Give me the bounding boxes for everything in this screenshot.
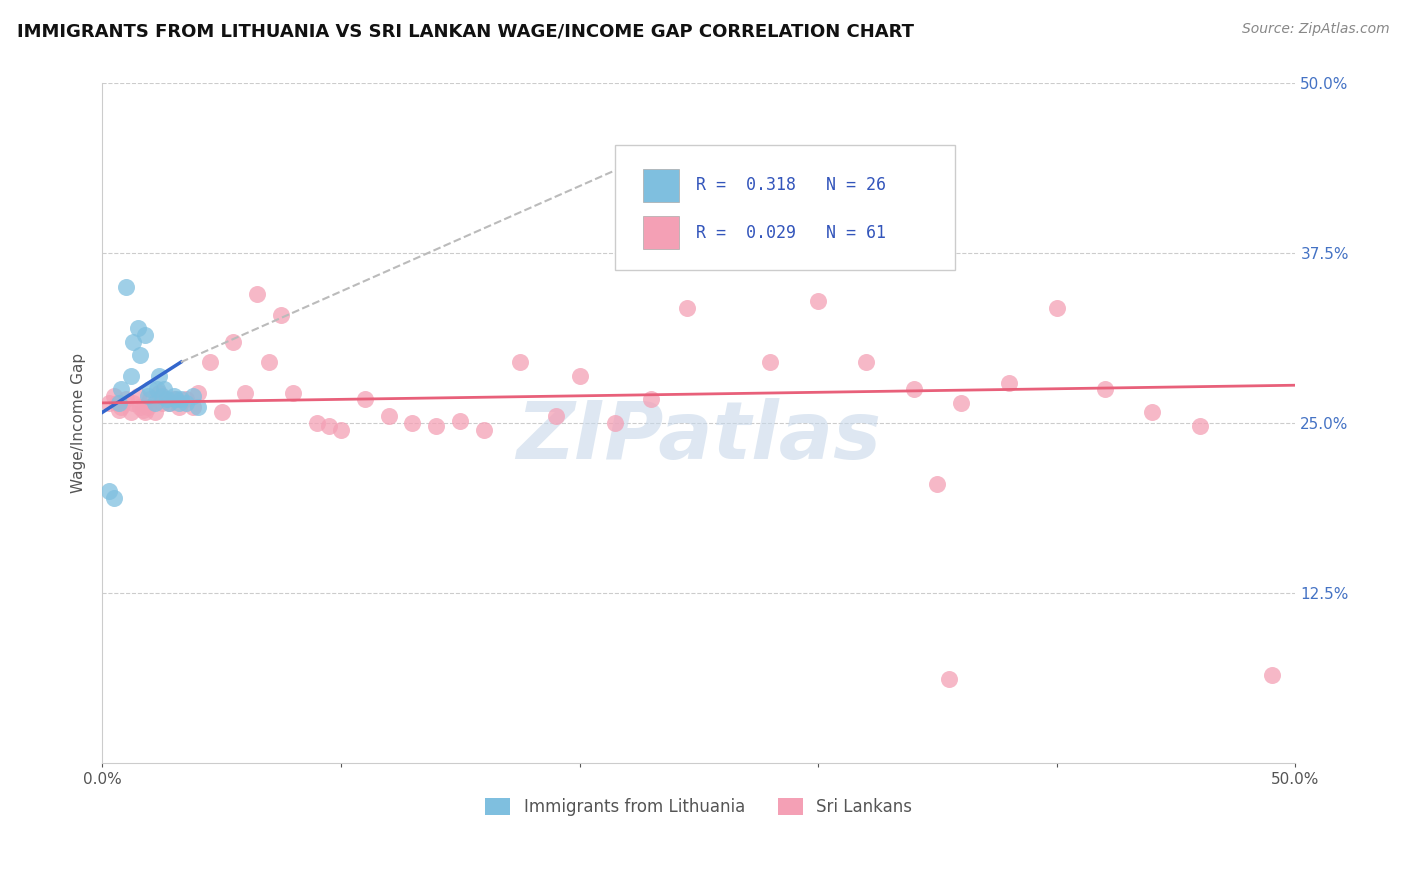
Point xyxy=(120,405,142,419)
Point xyxy=(139,392,162,406)
Point xyxy=(167,400,190,414)
Point xyxy=(259,355,281,369)
Point xyxy=(165,392,187,406)
Point xyxy=(329,423,352,437)
Point xyxy=(146,382,169,396)
Point xyxy=(472,423,495,437)
Point xyxy=(108,402,131,417)
Point xyxy=(136,400,159,414)
Point xyxy=(127,389,149,403)
Point xyxy=(132,402,155,417)
Point xyxy=(157,396,180,410)
Point xyxy=(143,396,166,410)
Point xyxy=(181,400,204,414)
Text: R =  0.029   N = 61: R = 0.029 N = 61 xyxy=(696,224,886,242)
Text: Source: ZipAtlas.com: Source: ZipAtlas.com xyxy=(1241,22,1389,37)
Bar xyxy=(643,169,679,202)
Point xyxy=(998,376,1021,390)
Point xyxy=(163,389,186,403)
FancyBboxPatch shape xyxy=(616,145,956,270)
Point xyxy=(103,389,125,403)
Point xyxy=(353,392,375,406)
Point xyxy=(449,413,471,427)
Point xyxy=(115,392,138,406)
Point xyxy=(156,392,179,406)
Point xyxy=(305,417,328,431)
Point xyxy=(927,477,949,491)
Text: ZIPatlas: ZIPatlas xyxy=(516,398,882,475)
Point xyxy=(98,484,121,499)
Point xyxy=(807,293,830,308)
Point xyxy=(181,389,204,403)
Point xyxy=(198,355,221,369)
Point xyxy=(163,392,186,406)
Point xyxy=(127,321,149,335)
Point xyxy=(174,392,197,406)
Point xyxy=(605,417,627,431)
Point xyxy=(211,405,233,419)
Point xyxy=(401,417,423,431)
Point xyxy=(187,386,209,401)
Point xyxy=(235,386,257,401)
Point xyxy=(938,672,960,686)
Point xyxy=(153,392,176,406)
Point xyxy=(568,368,591,383)
Point xyxy=(136,389,159,403)
Point xyxy=(170,392,193,406)
Point xyxy=(1094,382,1116,396)
Point xyxy=(105,396,128,410)
Point xyxy=(711,242,734,256)
Point xyxy=(246,287,269,301)
Point xyxy=(174,396,197,410)
Point xyxy=(318,419,340,434)
Point xyxy=(950,396,973,410)
Point xyxy=(157,396,180,410)
Point xyxy=(120,368,142,383)
Point xyxy=(122,334,145,349)
Point xyxy=(148,386,170,401)
Point xyxy=(110,400,132,414)
Legend: Immigrants from Lithuania, Sri Lankans: Immigrants from Lithuania, Sri Lankans xyxy=(478,791,920,822)
Point xyxy=(134,327,156,342)
Point xyxy=(150,389,173,403)
Point xyxy=(110,382,132,396)
Point xyxy=(855,355,877,369)
Point xyxy=(98,396,121,410)
Point xyxy=(640,392,662,406)
Point xyxy=(187,400,209,414)
Bar xyxy=(643,217,679,249)
Point xyxy=(134,405,156,419)
Point xyxy=(150,396,173,410)
Point xyxy=(143,405,166,419)
Point xyxy=(148,368,170,383)
Point xyxy=(103,491,125,505)
Point xyxy=(1260,667,1282,681)
Point xyxy=(676,301,699,315)
Point xyxy=(281,386,304,401)
Point xyxy=(129,400,152,414)
Point xyxy=(167,396,190,410)
Text: IMMIGRANTS FROM LITHUANIA VS SRI LANKAN WAGE/INCOME GAP CORRELATION CHART: IMMIGRANTS FROM LITHUANIA VS SRI LANKAN … xyxy=(17,22,914,40)
Point xyxy=(1188,419,1211,434)
Point xyxy=(108,396,131,410)
Point xyxy=(115,280,138,294)
Text: R =  0.318   N = 26: R = 0.318 N = 26 xyxy=(696,177,886,194)
Point xyxy=(903,382,925,396)
Point xyxy=(129,348,152,362)
Point xyxy=(759,355,782,369)
Point xyxy=(377,409,399,424)
Point xyxy=(425,419,447,434)
Point xyxy=(509,355,531,369)
Point xyxy=(222,334,245,349)
Point xyxy=(544,409,567,424)
Point xyxy=(1046,301,1069,315)
Point xyxy=(122,396,145,410)
Point xyxy=(270,308,292,322)
Point xyxy=(153,382,176,396)
Point xyxy=(139,382,162,396)
Point xyxy=(1142,405,1164,419)
Y-axis label: Wage/Income Gap: Wage/Income Gap xyxy=(72,353,86,493)
